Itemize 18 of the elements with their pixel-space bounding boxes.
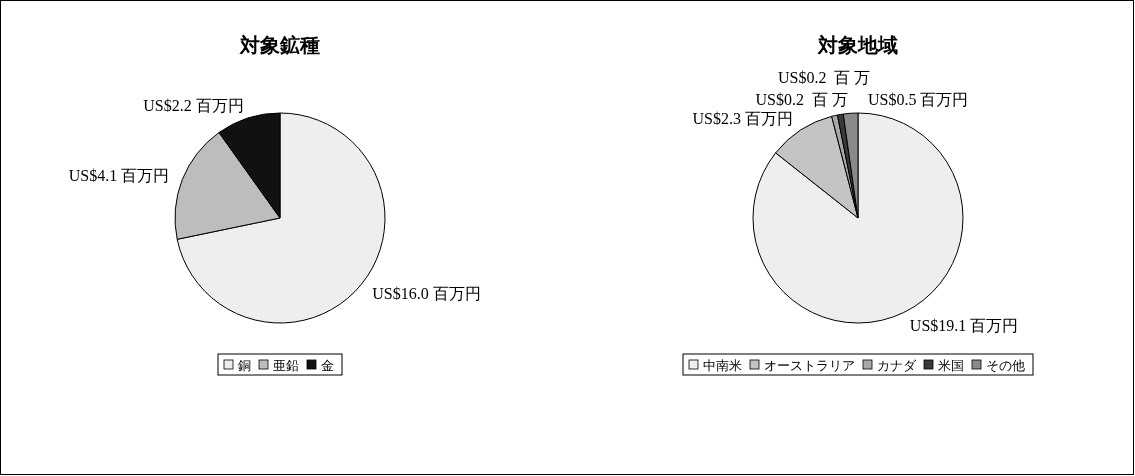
data-label: US$16.0 百万円 (372, 285, 481, 303)
data-label: US$2.3 百万円 (692, 110, 794, 128)
data-label: US$19.1 百万円 (909, 317, 1019, 335)
legend-label: オーストラリア (764, 358, 855, 373)
legend-label: 金 (321, 358, 334, 373)
legend-label: 銅 (238, 358, 251, 373)
data-label: US$0.2 百 万 (755, 91, 848, 108)
data-label: US$2.2 百万円 (143, 96, 244, 114)
legend-label: 亜鉛 (273, 358, 299, 373)
data-label: US$0.2 百 万 (778, 69, 871, 86)
legend-label: 中南米 (703, 358, 742, 373)
legend-label: その他 (986, 358, 1025, 373)
chart-title: 対象鉱種 (239, 33, 320, 57)
data-label: US$0.5 百万円 (868, 91, 969, 108)
chart-title: 対象地域 (817, 33, 898, 57)
data-label: US$4.1 百万円 (68, 166, 170, 184)
legend-label: 米国 (938, 358, 964, 373)
legend-label: カナダ (877, 358, 917, 373)
